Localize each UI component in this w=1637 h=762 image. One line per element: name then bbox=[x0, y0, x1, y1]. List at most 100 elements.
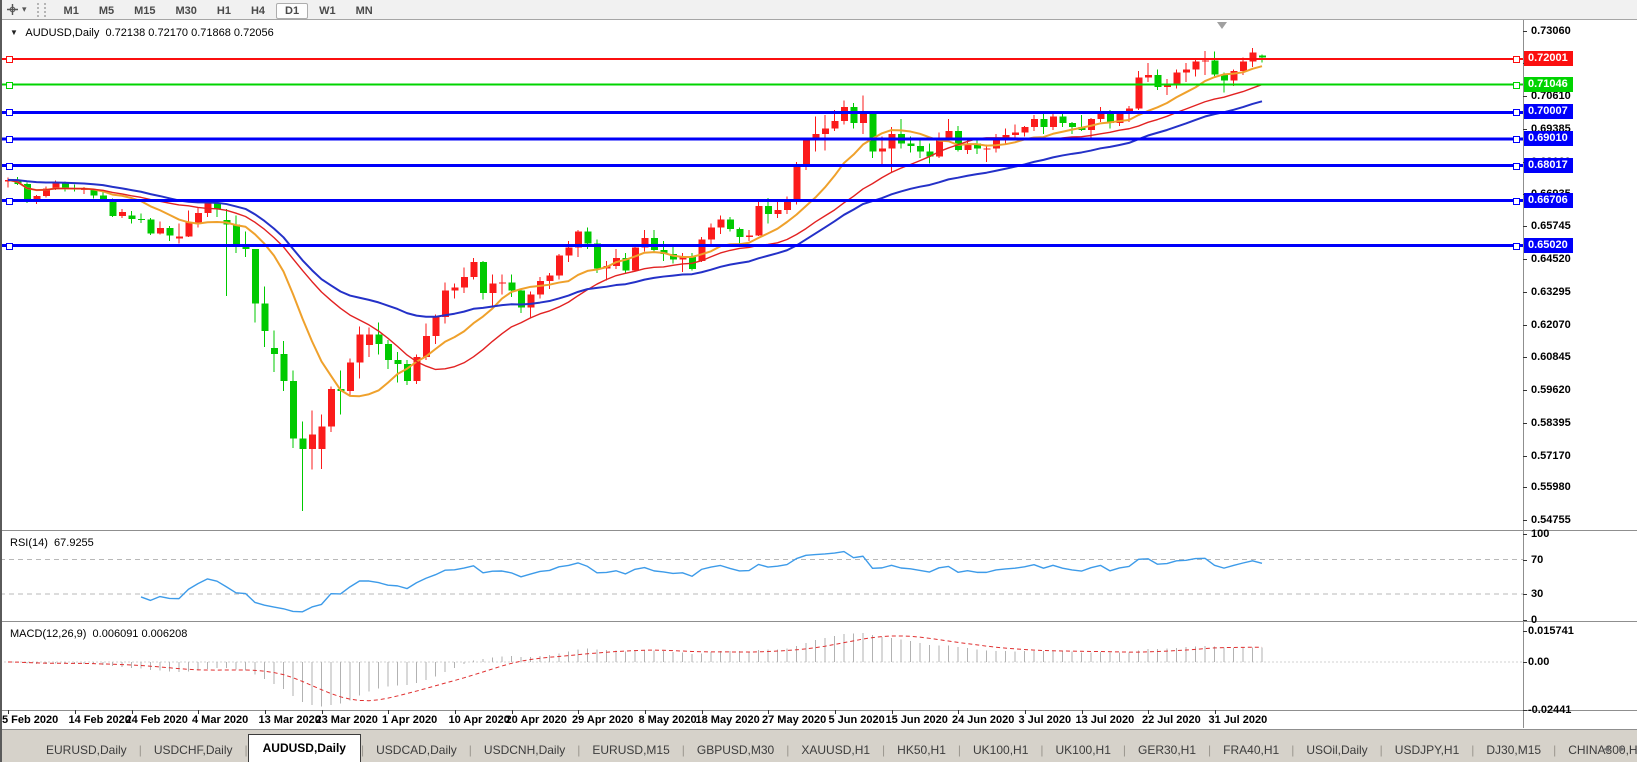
chart-tab-china300-h4[interactable]: CHINA300,H4 bbox=[1568, 743, 1637, 757]
timeframe-button-h4[interactable]: H4 bbox=[250, 4, 266, 17]
date-tick-label: 20 Apr 2020 bbox=[505, 714, 567, 726]
candle-body bbox=[1135, 77, 1143, 109]
candle-body bbox=[81, 189, 88, 191]
rsi-indicator-name: RSI(14) bbox=[10, 537, 48, 549]
pane-splitter-rsi-macd[interactable] bbox=[0, 621, 1637, 622]
date-tick-label: 8 May 2020 bbox=[638, 714, 697, 726]
hline-left-handle[interactable] bbox=[6, 197, 13, 205]
timeframe-button-mn[interactable]: MN bbox=[355, 4, 373, 17]
chart-tab-usoil-daily[interactable]: USOil,Daily bbox=[1306, 743, 1368, 757]
candle-body bbox=[879, 148, 886, 152]
chart-tab-ger30-h1[interactable]: GER30,H1 bbox=[1138, 743, 1197, 757]
timeframe-button-d1[interactable]: D1 bbox=[276, 2, 309, 19]
date-tick-mark bbox=[1081, 710, 1083, 714]
hline-right-handle[interactable] bbox=[1513, 242, 1520, 250]
macd-indicator-name: MACD(12,26,9) bbox=[10, 628, 87, 640]
macd-axis-label: 0.00 bbox=[1528, 656, 1550, 668]
chart-tab-xauusd-h1[interactable]: XAUUSD,H1 bbox=[801, 743, 871, 757]
date-tick-mark bbox=[958, 710, 959, 714]
hline-right-handle[interactable] bbox=[1513, 197, 1520, 205]
candle-body bbox=[290, 381, 297, 439]
candle-body bbox=[565, 247, 573, 256]
tab-scroll-left-icon[interactable]: ◄ bbox=[1601, 744, 1618, 755]
timeframe-button-m1[interactable]: M1 bbox=[63, 4, 79, 17]
chart-tab-fra40-h1[interactable]: FRA40,H1 bbox=[1223, 743, 1280, 757]
chart-tab-gbpusd-m30[interactable]: GBPUSD,M30 bbox=[696, 743, 775, 757]
hline-right-handle[interactable] bbox=[1513, 109, 1520, 117]
candle-body bbox=[831, 121, 839, 129]
timeframe-button-m15[interactable]: M15 bbox=[134, 4, 156, 17]
date-tick-label: 24 Feb 2020 bbox=[125, 714, 188, 726]
candle-body bbox=[195, 212, 202, 223]
toolbar-grip-handle[interactable] bbox=[36, 2, 46, 17]
hline-right-handle[interactable] bbox=[1513, 81, 1520, 89]
hline-price-label: 0.71046 bbox=[1524, 76, 1573, 92]
timeframe-toolbar: ▾ M1 M5 M15 M30 H1 H4 D1 W1 MN bbox=[0, 0, 1637, 20]
candle-body bbox=[499, 282, 506, 284]
crosshair-tool-icon[interactable]: ▾ bbox=[6, 3, 27, 16]
timeframe-button-h1[interactable]: H1 bbox=[216, 4, 231, 17]
chart-tab-usdcad-daily[interactable]: USDCAD,Daily bbox=[376, 743, 457, 757]
date-tick-mark bbox=[768, 710, 769, 714]
candle-body bbox=[147, 219, 155, 234]
chevron-down-icon[interactable]: ▾ bbox=[22, 4, 27, 14]
candle-body bbox=[128, 215, 136, 220]
chart-tab-usdchf-daily[interactable]: USDCHF,Daily bbox=[153, 743, 233, 757]
candle-body bbox=[508, 282, 516, 291]
hline-left-handle[interactable] bbox=[6, 56, 13, 63]
chart-shift-marker-icon[interactable] bbox=[1217, 22, 1227, 29]
tab-separator: | bbox=[1471, 743, 1475, 757]
rsi-tick-mark bbox=[1523, 533, 1527, 535]
chart-tab-uk100-h1[interactable]: UK100,H1 bbox=[1055, 743, 1111, 757]
hline-right-handle[interactable] bbox=[1513, 135, 1520, 143]
hline-right-handle[interactable] bbox=[1513, 162, 1520, 170]
hline-price-label: 0.70007 bbox=[1524, 104, 1573, 120]
pane-splitter-main-rsi[interactable] bbox=[0, 530, 1637, 531]
candle-body bbox=[1173, 72, 1181, 85]
tab-separator: | bbox=[1208, 743, 1212, 757]
price-tick-label: 0.63295 bbox=[1531, 285, 1571, 298]
tab-scroll-arrows: ◄► bbox=[1601, 744, 1633, 755]
hline-right-handle[interactable] bbox=[1513, 56, 1520, 63]
chart-tab-eurusd-daily[interactable]: EURUSD,Daily bbox=[46, 743, 127, 757]
candle-body bbox=[575, 231, 582, 248]
candle-body bbox=[793, 165, 801, 203]
candle-body bbox=[138, 219, 145, 221]
hline-left-handle[interactable] bbox=[6, 242, 13, 250]
date-axis-border bbox=[0, 710, 1637, 711]
chart-tab-audusd-daily[interactable]: AUDUSD,Daily bbox=[247, 734, 361, 762]
tab-separator: | bbox=[1040, 743, 1044, 757]
chart-tab-usdjpy-h1[interactable]: USDJPY,H1 bbox=[1394, 743, 1460, 757]
tab-scroll-right-icon[interactable]: ► bbox=[1617, 744, 1633, 755]
hline-price-label: 0.69010 bbox=[1524, 130, 1573, 146]
chart-area[interactable] bbox=[0, 20, 1637, 728]
candle-body bbox=[119, 212, 126, 217]
hline-left-handle[interactable] bbox=[6, 81, 13, 89]
candle-body bbox=[1069, 123, 1076, 128]
tab-separator: | bbox=[681, 743, 685, 757]
candle-body bbox=[271, 347, 278, 355]
chart-tab-uk100-h1[interactable]: UK100,H1 bbox=[973, 743, 1029, 757]
hline-left-handle[interactable] bbox=[6, 109, 13, 117]
timeframe-button-m5[interactable]: M5 bbox=[98, 4, 115, 17]
chart-tab-usdcnh-daily[interactable]: USDCNH,Daily bbox=[483, 743, 566, 757]
chart-tab-dj30-m15[interactable]: DJ30,M15 bbox=[1486, 743, 1542, 757]
candle-body bbox=[461, 276, 468, 288]
candle-body bbox=[841, 107, 848, 122]
rsi-axis-label: 30 bbox=[1531, 588, 1544, 601]
timeframe-button-w1[interactable]: W1 bbox=[319, 4, 336, 17]
hline-left-handle[interactable] bbox=[6, 162, 13, 170]
hline-left-handle[interactable] bbox=[6, 135, 13, 143]
candle-body bbox=[812, 133, 820, 141]
price-chart-canvas[interactable] bbox=[0, 20, 1637, 728]
date-tick-mark bbox=[198, 710, 199, 714]
chart-tab-hk50-h1[interactable]: HK50,H1 bbox=[897, 743, 946, 757]
candle-body bbox=[1202, 60, 1209, 62]
candle-body bbox=[1183, 69, 1190, 73]
tab-separator: | bbox=[882, 743, 886, 757]
candle-body bbox=[717, 219, 725, 228]
timeframe-button-m30[interactable]: M30 bbox=[175, 4, 197, 17]
collapse-triangle-icon[interactable]: ▼ bbox=[10, 28, 18, 37]
chart-tab-eurusd-m15[interactable]: EURUSD,M15 bbox=[592, 743, 670, 757]
price-tick-mark bbox=[1523, 390, 1527, 392]
